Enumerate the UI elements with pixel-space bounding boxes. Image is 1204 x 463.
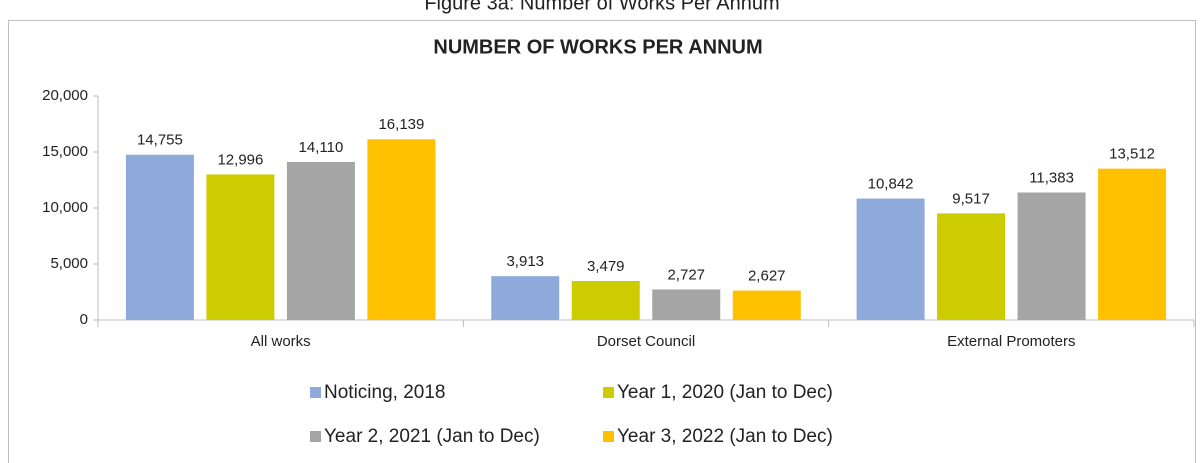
bar [206,174,275,320]
value-label: 3,913 [506,253,544,270]
bar [286,161,355,320]
legend-label: Year 3, 2022 (Jan to Dec) [617,426,833,447]
bar [856,198,925,320]
value-label: 13,512 [1109,146,1155,163]
bar [367,139,436,320]
value-label: 14,755 [137,132,183,149]
y-tick-label: 15,000 [42,143,88,160]
value-label: 3,479 [587,258,625,275]
bar [491,276,560,320]
legend-label: Year 1, 2020 (Jan to Dec) [617,382,833,403]
legend-label: Year 2, 2021 (Jan to Dec) [324,426,540,447]
value-label: 2,727 [667,266,705,283]
y-tick-label: 0 [80,311,88,328]
value-label: 12,996 [217,151,263,168]
legend-swatch [310,387,321,398]
y-tick-label: 5,000 [50,255,88,272]
figure-caption: Figure 3a: Number of Works Per Annum [424,0,779,14]
value-label: 2,627 [748,268,786,285]
value-label: 10,842 [868,176,914,193]
y-tick-label: 20,000 [42,87,88,104]
value-label: 16,139 [378,116,424,133]
value-label: 14,110 [299,139,344,156]
value-label: 9,517 [952,190,990,207]
bar [652,289,721,320]
y-tick-label: 10,000 [42,199,88,216]
legend-swatch [310,431,321,442]
bar [1017,192,1086,320]
legend-label: Noticing, 2018 [324,382,445,403]
legend-swatch [603,387,614,398]
bar [937,213,1006,320]
value-label: 11,383 [1029,169,1074,186]
bar [1098,168,1167,320]
bar [732,290,801,320]
bar [571,281,640,320]
bar [125,154,194,320]
chart-title: NUMBER OF WORKS PER ANNUM [433,36,762,58]
legend-swatch [603,431,614,442]
x-tick-label: External Promoters [947,333,1075,350]
x-tick-label: All works [251,333,311,350]
x-tick-label: Dorset Council [597,333,695,350]
